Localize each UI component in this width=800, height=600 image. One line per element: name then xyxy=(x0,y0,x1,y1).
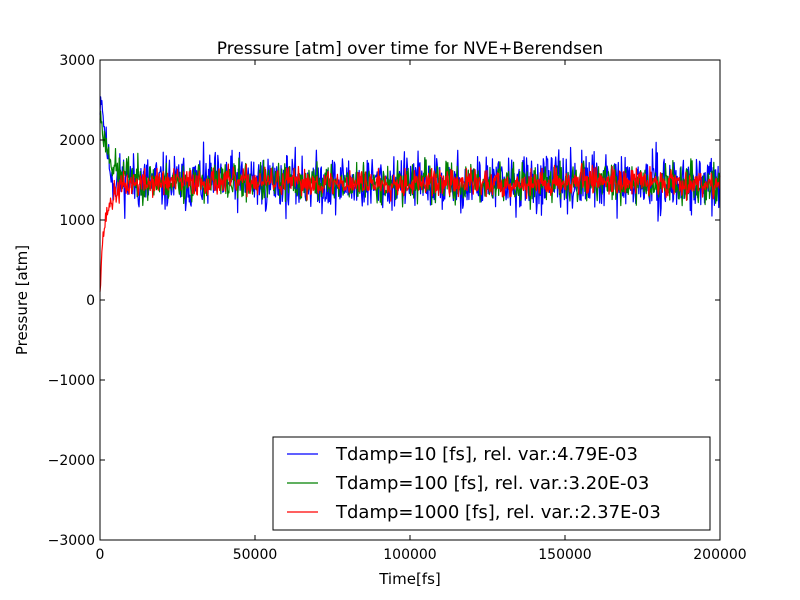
series-line-1 xyxy=(99,110,721,210)
x-tick-label: 100000 xyxy=(383,547,436,563)
x-axis-label: Time[fs] xyxy=(378,570,441,588)
legend-label-tdamp-10: Tdamp=10 [fs], rel. var.:4.79E-03 xyxy=(335,444,638,465)
y-tick-label: 0 xyxy=(86,293,95,309)
y-tick-label: 3000 xyxy=(59,53,95,69)
y-tick-label: −1000 xyxy=(48,373,95,389)
x-tick-label: 200000 xyxy=(693,547,746,563)
y-tick-label: −3000 xyxy=(48,533,95,549)
x-tick-label: 0 xyxy=(96,547,105,563)
x-tick-label: 50000 xyxy=(233,547,278,563)
y-tick-label: 2000 xyxy=(59,133,95,149)
legend: Tdamp=10 [fs], rel. var.:4.79E-03 Tdamp=… xyxy=(272,436,711,531)
legend-box xyxy=(272,436,711,531)
series-layer xyxy=(99,96,721,292)
ticks-layer: 0 50000 100000 150000 200000 −3000 −2000 −1000 0… xyxy=(48,53,747,563)
legend-label-tdamp-100: Tdamp=100 [fs], rel. var.:3.20E-03 xyxy=(335,473,649,494)
y-tick-label: 1000 xyxy=(59,213,95,229)
chart-title: Pressure [atm] over time for NVE+Berends… xyxy=(217,39,603,59)
y-tick-label: −2000 xyxy=(48,453,95,469)
series-line-2 xyxy=(99,162,721,292)
y-axis-label: Pressure [atm] xyxy=(13,245,31,355)
legend-label-tdamp-1000: Tdamp=1000 [fs], rel. var.:2.37E-03 xyxy=(335,502,661,523)
x-tick-label: 150000 xyxy=(538,547,591,563)
